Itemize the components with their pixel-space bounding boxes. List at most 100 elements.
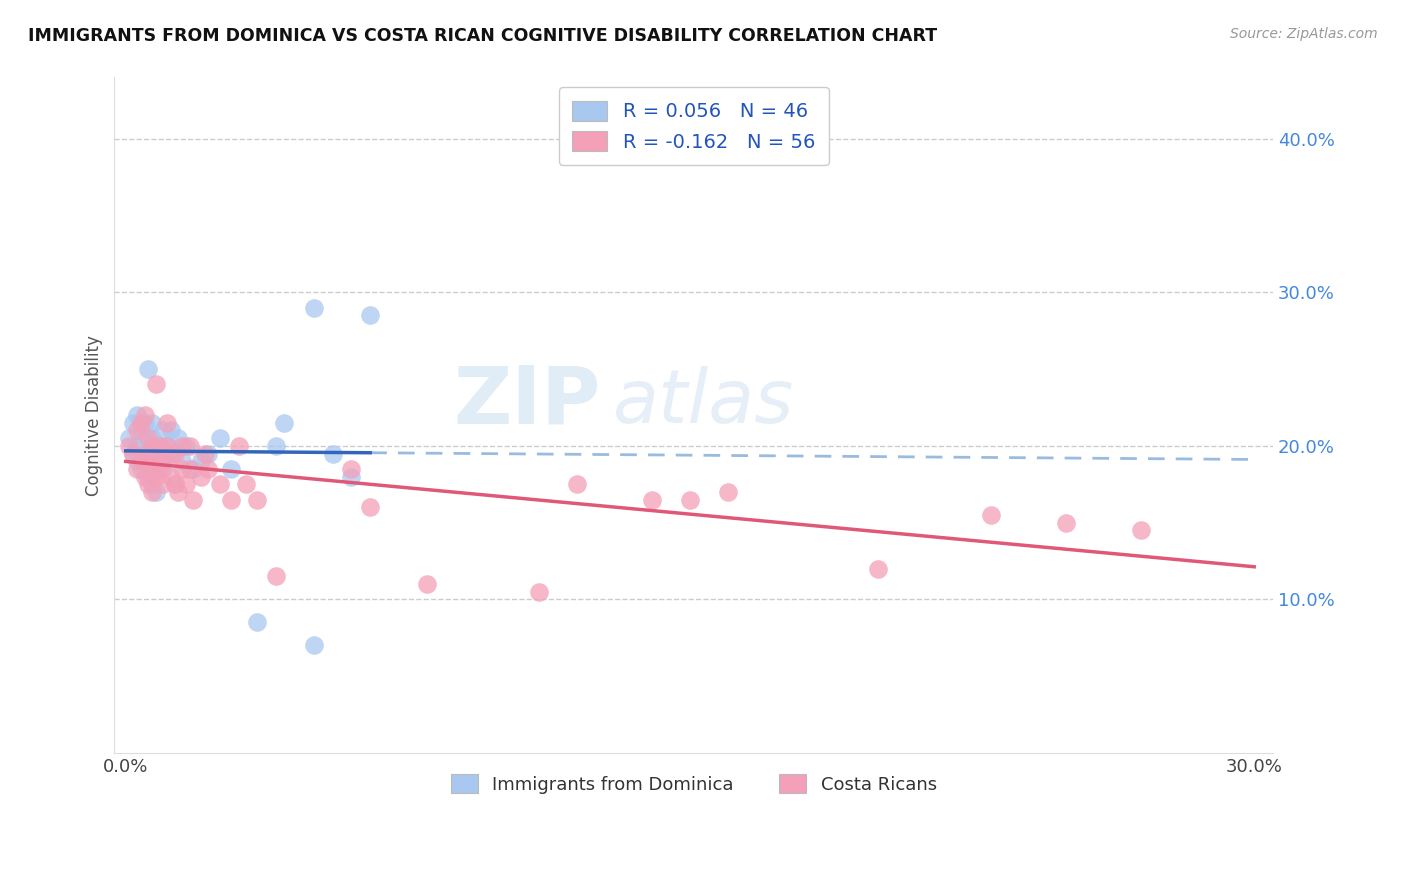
Point [208,431,231,445]
Point [118,439,141,453]
Point [156,416,179,430]
Point [129,416,152,430]
Point [163,477,186,491]
Point [148,454,170,468]
Point [136,477,159,491]
Point [160,469,183,483]
Point [163,446,186,460]
Point [359,500,381,515]
Point [145,469,167,483]
Point [273,416,295,430]
Point [264,569,287,583]
Point [152,454,174,468]
Point [179,439,201,453]
Legend: Immigrants from Dominica, Costa Ricans: Immigrants from Dominica, Costa Ricans [440,764,948,805]
Point [122,446,145,460]
Point [141,462,163,476]
Point [183,492,205,507]
Point [174,439,197,453]
Point [529,584,551,599]
Point [125,424,148,438]
Point [172,462,194,476]
Point [145,446,167,460]
Point [145,484,167,499]
Point [136,431,159,445]
Point [190,454,212,468]
Point [129,424,152,438]
Point [136,469,159,483]
Point [118,431,141,445]
Point [1054,516,1077,530]
Point [167,431,190,445]
Point [172,454,194,468]
Point [980,508,1002,522]
Point [136,454,159,468]
Text: ZIP: ZIP [454,363,600,441]
Point [160,446,183,460]
Point [340,469,363,483]
Text: Source: ZipAtlas.com: Source: ZipAtlas.com [1230,27,1378,41]
Point [152,477,174,491]
Point [219,462,242,476]
Point [148,439,170,453]
Point [129,454,152,468]
Point [1130,523,1153,537]
Point [141,454,163,468]
Point [125,408,148,422]
Point [415,577,437,591]
Point [122,416,145,430]
Point [197,462,219,476]
Point [148,462,170,476]
Point [228,439,250,453]
Point [179,462,201,476]
Point [134,446,156,460]
Point [134,431,156,445]
Point [359,309,381,323]
Point [208,477,231,491]
Point [246,615,269,630]
Point [152,462,174,476]
Point [160,424,183,438]
Point [160,446,183,460]
Point [152,446,174,460]
Text: atlas: atlas [613,366,794,438]
Point [235,477,257,491]
Point [716,484,738,499]
Point [136,446,159,460]
Point [122,446,145,460]
Point [156,439,179,453]
Point [264,439,287,453]
Point [134,446,156,460]
Point [145,462,167,476]
Point [565,477,588,491]
Point [866,561,889,575]
Point [134,416,156,430]
Point [141,439,163,453]
Point [136,362,159,376]
Point [190,469,212,483]
Point [183,462,205,476]
Point [141,484,163,499]
Point [125,439,148,453]
Text: IMMIGRANTS FROM DOMINICA VS COSTA RICAN COGNITIVE DISABILITY CORRELATION CHART: IMMIGRANTS FROM DOMINICA VS COSTA RICAN … [28,27,938,45]
Point [125,454,148,468]
Point [167,484,190,499]
Point [163,477,186,491]
Point [156,439,179,453]
Point [172,439,194,453]
Point [322,446,344,460]
Point [641,492,664,507]
Point [134,469,156,483]
Point [302,639,325,653]
Point [141,416,163,430]
Point [125,462,148,476]
Point [174,477,197,491]
Point [197,446,219,460]
Point [152,424,174,438]
Point [145,439,167,453]
Point [129,462,152,476]
Point [302,301,325,315]
Point [194,446,217,460]
Point [134,408,156,422]
Point [141,477,163,491]
